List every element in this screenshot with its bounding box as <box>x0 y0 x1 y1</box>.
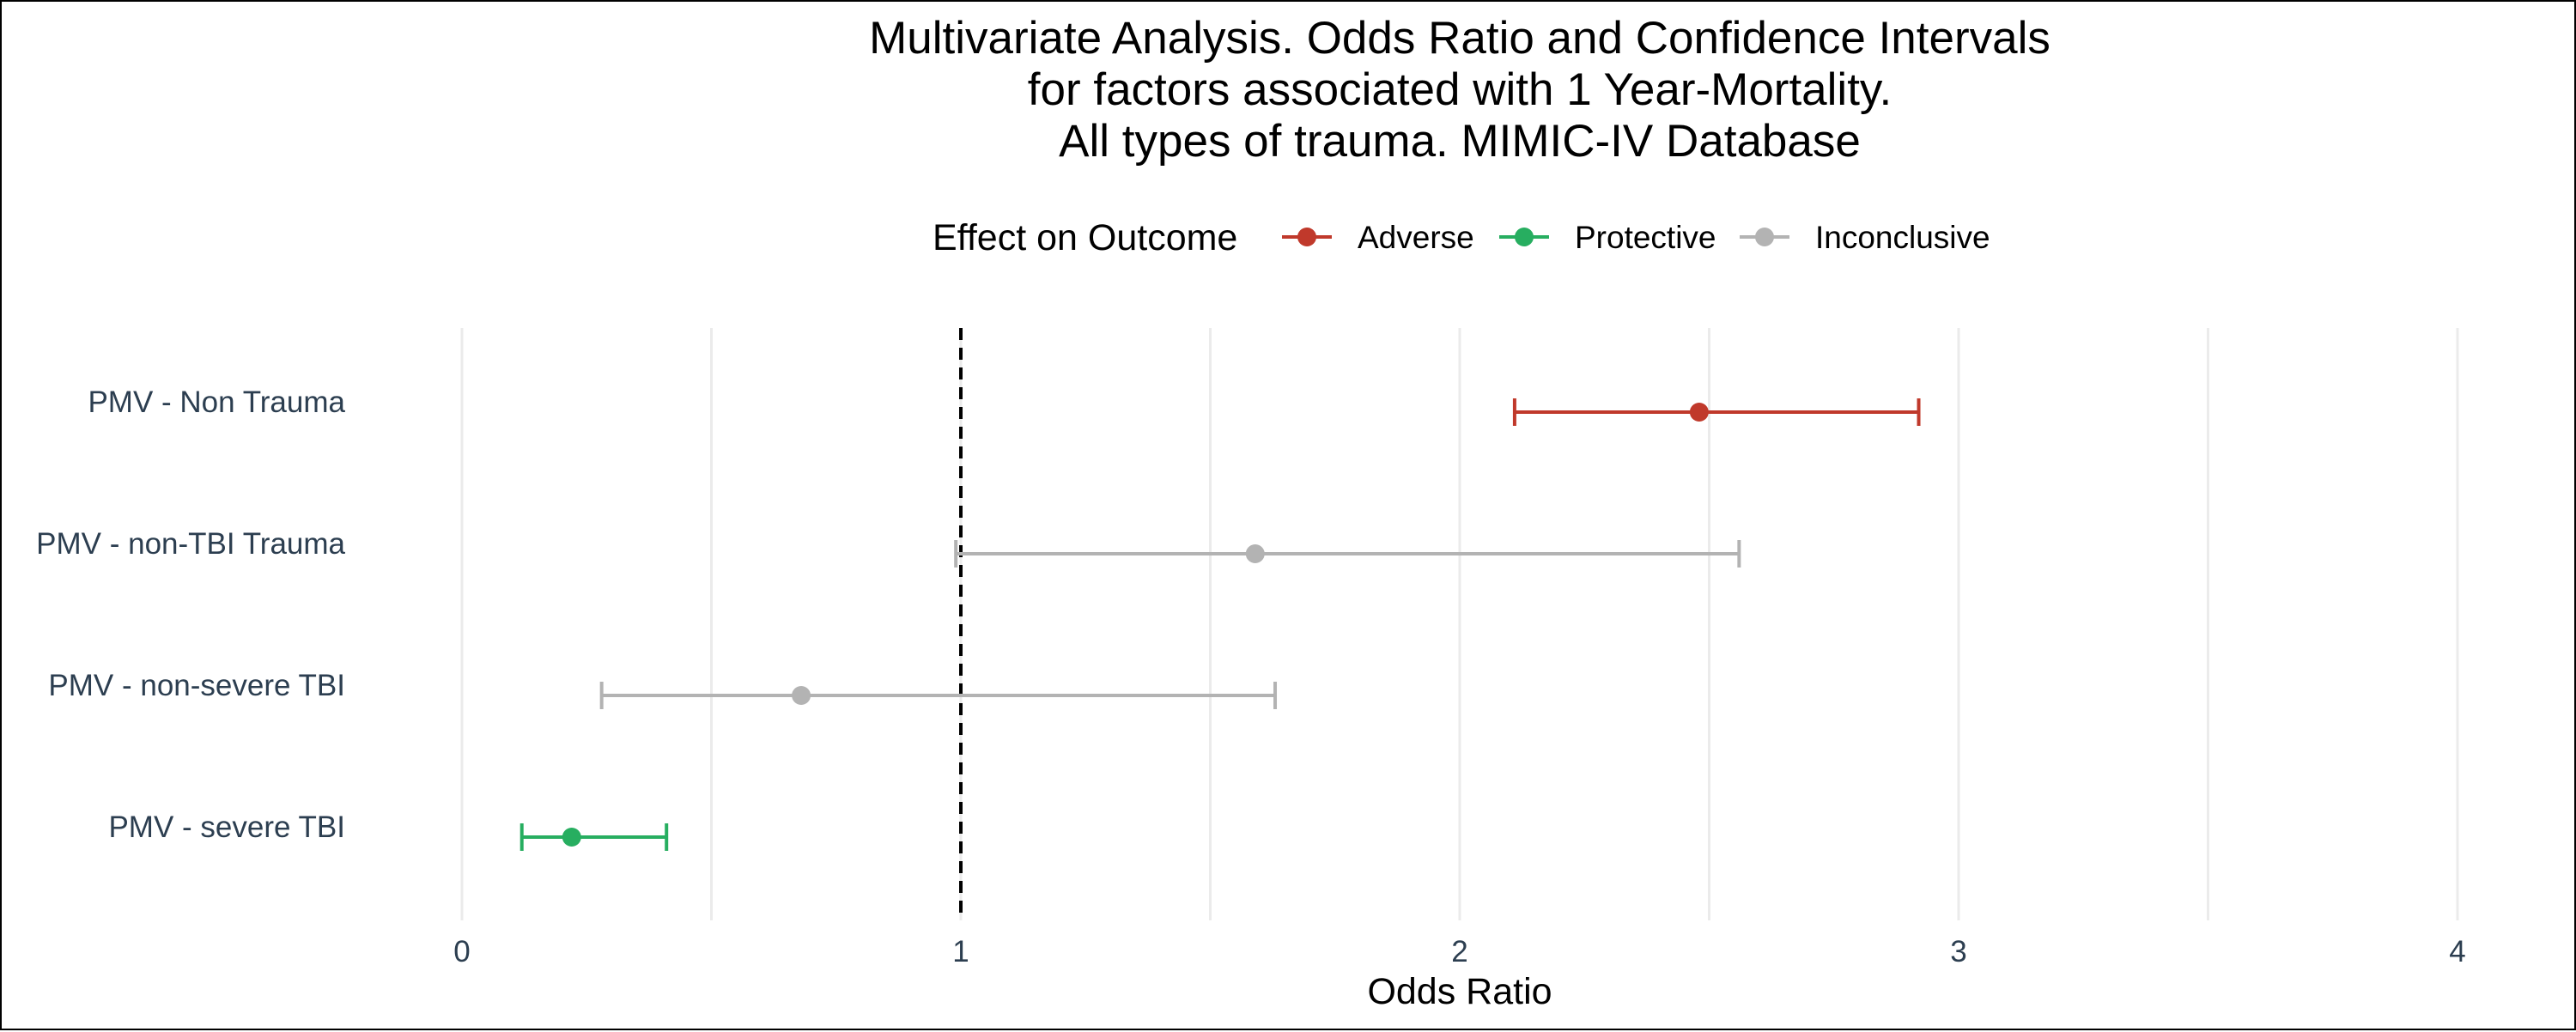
y-tick-label-non-trauma: PMV - Non Trauma <box>88 385 345 419</box>
x-tick-label-4: 4 <box>2449 935 2465 968</box>
grid <box>460 328 2459 920</box>
legend-key-point-protective <box>1515 228 1534 246</box>
chart-title-line-3: All types of trauma. MIMIC-IV Database <box>1059 116 1861 167</box>
x-axis-tick-labels: 0 1 2 3 4 <box>453 935 2465 968</box>
legend-key-point-inconclusive <box>1755 228 1774 246</box>
x-axis-title: Odds Ratio <box>1367 971 1552 1012</box>
point-estimate-pmv-severe-tbi <box>562 828 581 847</box>
legend-key-point-adverse <box>1297 228 1316 246</box>
point-estimate-pmv-non-tbi-trauma <box>1245 544 1265 563</box>
x-tick-label-1: 1 <box>952 935 969 968</box>
legend-title: Effect on Outcome <box>933 217 1237 258</box>
legend-label-adverse: Adverse <box>1358 220 1474 255</box>
y-tick-label-severe-tbi: PMV - severe TBI <box>108 810 345 844</box>
x-tick-label-0: 0 <box>453 935 470 968</box>
point-estimate-pmv-non-severe-tbi <box>792 686 811 705</box>
legend-label-protective: Protective <box>1575 220 1716 255</box>
x-tick-label-3: 3 <box>1950 935 1966 968</box>
y-axis-labels: PMV - Non Trauma PMV - non-TBI Trauma PM… <box>36 385 345 844</box>
y-tick-label-non-severe-tbi: PMV - non-severe TBI <box>48 669 345 702</box>
chart-title-line-1: Multivariate Analysis. Odds Ratio and Co… <box>869 13 2050 64</box>
legend: Effect on Outcome Adverse Protective Incon… <box>933 217 1990 258</box>
chart-title: Multivariate Analysis. Odds Ratio and Co… <box>869 13 2050 167</box>
x-tick-label-2: 2 <box>1451 935 1467 968</box>
data-marks <box>519 398 1921 851</box>
y-tick-label-non-tbi-trauma: PMV - non-TBI Trauma <box>36 527 345 561</box>
legend-label-inconclusive: Inconclusive <box>1815 220 1990 255</box>
point-estimate-pmv-non-trauma <box>1689 403 1709 422</box>
chart-title-line-2: for factors associated with 1 Year-Morta… <box>1028 64 1892 115</box>
